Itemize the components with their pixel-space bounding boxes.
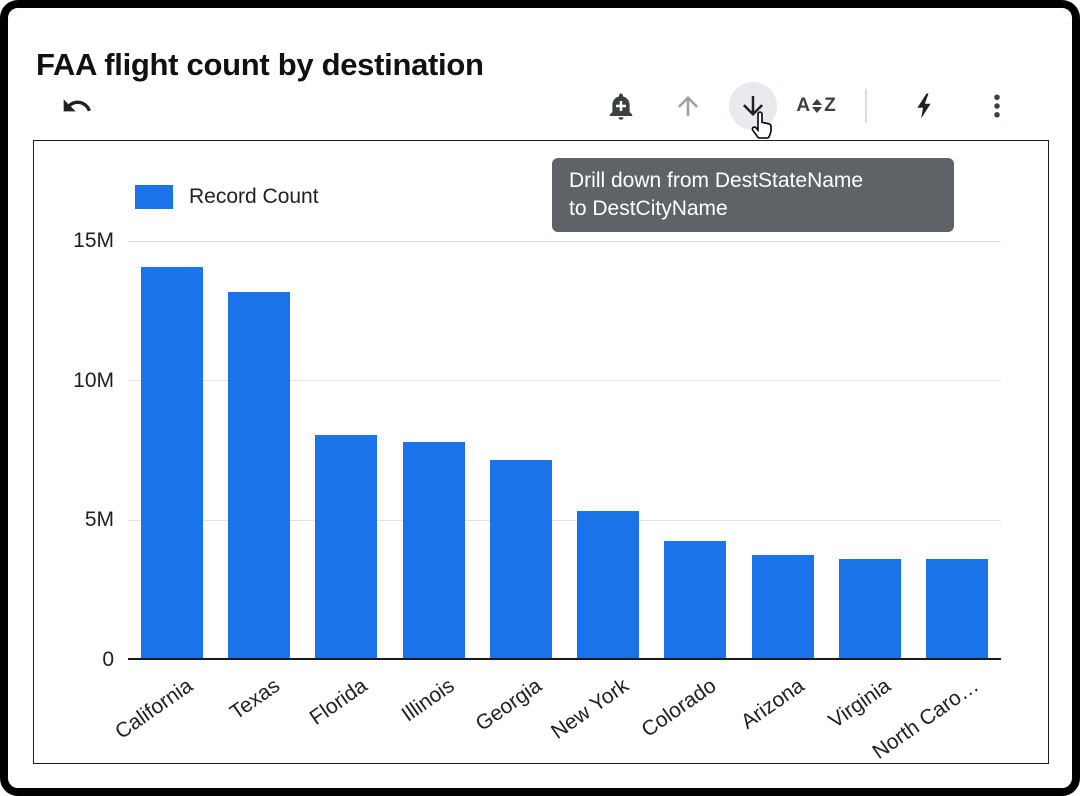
y-tick-label: 0 <box>102 648 114 671</box>
bar-new-york[interactable] <box>577 511 640 658</box>
arrow-up-icon <box>673 91 703 121</box>
bar-florida[interactable] <box>315 434 378 658</box>
bar-california[interactable] <box>140 266 203 658</box>
undo-icon <box>61 90 93 122</box>
drill-down-button[interactable] <box>729 82 777 139</box>
bar-arizona[interactable] <box>751 554 814 658</box>
tooltip-line-2: to DestCityName <box>569 197 728 220</box>
bar-illinois[interactable] <box>402 441 465 658</box>
lightning-bolt-icon <box>910 91 940 121</box>
y-tick-label: 10M <box>73 368 114 392</box>
add-alert-button[interactable] <box>597 82 645 130</box>
page-title: FAA flight count by destination <box>36 46 484 82</box>
x-tick-label: Illinois <box>397 674 459 727</box>
add-alert-icon <box>606 91 636 121</box>
bar-georgia[interactable] <box>489 459 552 658</box>
toolbar-divider <box>865 89 867 123</box>
more-vert-icon <box>982 91 1012 121</box>
bar-colorado[interactable] <box>664 540 727 658</box>
x-tick-label: Georgia <box>471 674 547 736</box>
x-axis-line <box>128 658 1001 660</box>
tooltip-line-1: Drill down from DestStateName <box>569 169 864 192</box>
y-tick-label: 5M <box>84 508 114 532</box>
x-tick-label: Colorado <box>637 674 721 742</box>
sort-button[interactable]: A Z <box>792 82 840 130</box>
bar-virginia[interactable] <box>839 558 902 658</box>
plot-area: 15M 10M 5M 0 California Texas Florida Illinois G… <box>73 229 1001 764</box>
legend-label: Record Count <box>189 185 319 208</box>
x-tick-label: Virginia <box>825 674 896 733</box>
arrow-down-icon <box>738 91 768 121</box>
drill-down-tooltip: Drill down from DestStateName to DestCit… <box>552 158 954 232</box>
legend-swatch <box>135 185 173 209</box>
legend: Record Count <box>135 185 319 209</box>
gridline <box>128 240 1001 242</box>
x-tick-label: Texas <box>226 674 285 725</box>
gridline <box>128 519 1001 521</box>
undo-button[interactable] <box>53 82 101 130</box>
sort-az-icon: A Z <box>796 95 836 116</box>
drill-up-button[interactable] <box>664 82 712 130</box>
x-tick-label: Florida <box>305 674 372 730</box>
bar-texas[interactable] <box>227 292 290 658</box>
quick-insights-button[interactable] <box>901 82 949 130</box>
x-tick-label: Arizona <box>736 674 808 734</box>
y-tick-label: 15M <box>73 229 114 252</box>
chart-card: Record Count Drill down from DestStateNa… <box>33 140 1049 764</box>
bar-north-caro-[interactable] <box>926 558 989 658</box>
gridline <box>128 380 1001 382</box>
more-options-button[interactable] <box>973 82 1021 130</box>
x-tick-label: New York <box>547 674 634 744</box>
x-tick-label: California <box>110 674 197 744</box>
